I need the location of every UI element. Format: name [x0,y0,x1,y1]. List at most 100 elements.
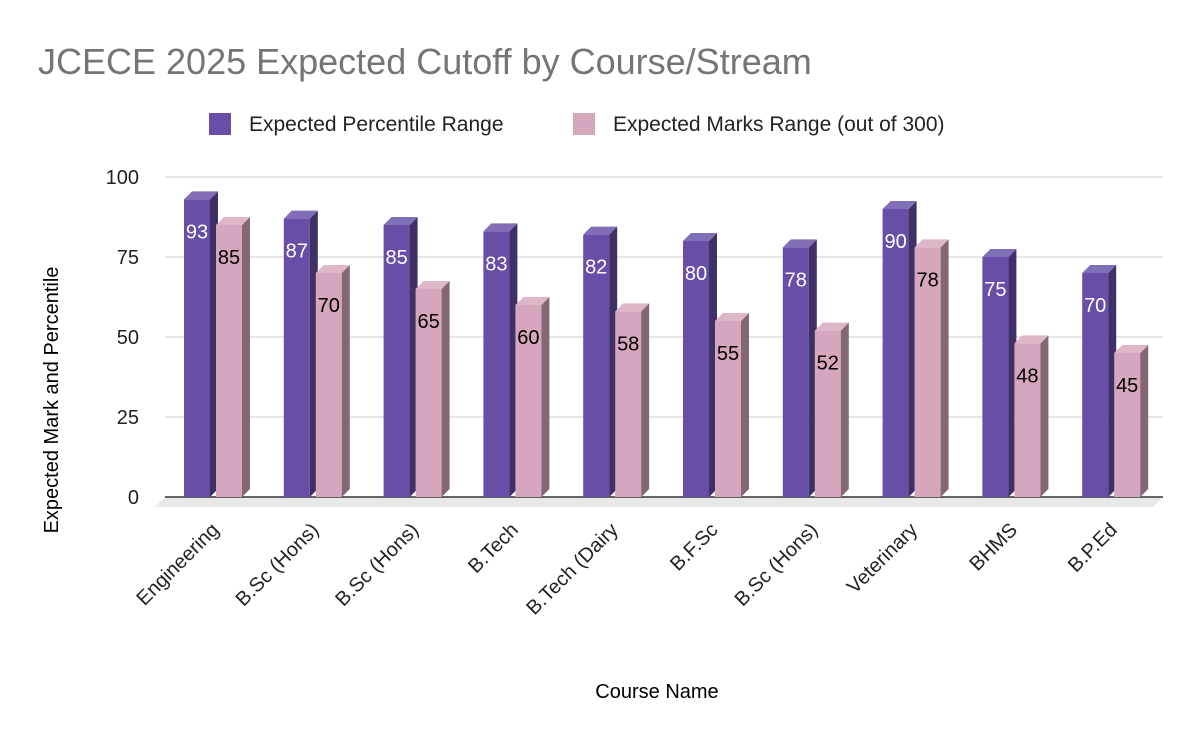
bar [715,313,749,497]
x-tick-label: B.P.Ed [1064,519,1122,577]
bar-top [1082,265,1117,273]
bar [1014,335,1049,497]
data-label: 85 [385,247,407,269]
bar-top [882,201,917,209]
bar-front [683,241,709,497]
bar-side [641,303,650,497]
bar-top [814,322,849,331]
bar-top [515,297,550,305]
y-tick-label: 0 [128,487,139,509]
bar-front [1082,273,1109,497]
bar-top [615,303,650,312]
x-tick-label: B.Tech [464,519,523,578]
data-label: 83 [485,253,507,275]
plot-floor [155,497,1163,507]
bar-top [184,191,218,200]
bar-front [216,225,242,497]
y-axis-label: Expected Mark and Percentile [41,267,63,534]
data-label: 52 [817,353,839,375]
bar-side [242,217,250,497]
bar-front [615,311,642,497]
bar-side [741,313,749,497]
data-label: 90 [884,231,906,253]
data-label: 80 [685,263,707,285]
bar-top [315,265,350,273]
bar [415,281,450,497]
bar [515,297,550,497]
x-axis-ticks: Engineering B.Sc (Hons) B.Sc (Hons) B.Tech B… [132,519,1121,619]
y-tick-label: 75 [117,247,139,269]
bar [814,322,849,497]
bar-top [982,249,1017,257]
data-label: 85 [218,247,240,269]
data-label: 58 [617,333,639,355]
bar-top [415,281,450,289]
x-tick-label: Veterinary [843,519,922,598]
data-labels: 93 85 87 70 85 65 83 60 82 58 80 55 78 52 90 78 75 48 70 45 [186,221,1138,397]
bar-side [1140,345,1149,497]
bar [315,265,350,497]
bar-side [341,265,350,497]
bar-top [216,217,250,225]
y-tick-label: 100 [106,167,139,189]
data-label: 48 [1016,365,1038,387]
bar-front [715,321,741,497]
legend-label-marks: Expected Marks Range (out of 300) [613,113,945,136]
bar-front [415,289,442,497]
data-label: 70 [318,295,340,317]
data-label: 78 [785,269,807,291]
x-tick-label: Engineering [132,519,223,610]
bars [184,191,1149,497]
bar-top [914,239,949,248]
bar-top [1114,345,1149,353]
data-label: 93 [186,221,208,243]
bar-side [940,239,949,497]
data-label: 45 [1116,375,1138,397]
bar-top [283,210,318,219]
bar-front [383,225,410,497]
bar-front [483,231,510,497]
bar [615,303,650,497]
x-tick-label: BHMS [966,519,1022,575]
data-label: 70 [1084,295,1106,317]
data-label: 60 [517,327,539,349]
y-tick-label: 50 [117,327,139,349]
bar [914,239,949,497]
bar-front [814,330,841,497]
bar-top [1014,335,1049,344]
bar-front [914,247,941,497]
floor-plane [155,497,1163,507]
bar [1114,345,1149,497]
legend-label-percentile: Expected Percentile Range [249,113,504,136]
bar-front [184,199,210,497]
data-label: 55 [717,343,739,365]
bar-front [583,234,610,497]
chart-title: JCECE 2025 Expected Cutoff by Course/Str… [38,41,812,82]
bar [216,217,250,497]
bar-side [840,322,849,497]
bar [683,233,717,497]
bar-side [1040,335,1049,497]
x-tick-label: B.Tech (Dairy [522,519,622,619]
data-label: 87 [286,241,308,263]
x-tick-label: B.F.Sc [666,519,722,575]
bar-side [441,281,450,497]
data-label: 75 [984,279,1006,301]
bar-top [383,217,418,225]
bar-front [782,247,809,497]
bar-front [515,305,542,497]
data-label: 82 [585,257,607,279]
x-axis-label: Course Name [595,681,718,703]
y-tick-label: 25 [117,407,139,429]
legend-swatch-percentile [209,113,231,135]
y-axis-ticks: 0 25 50 75 100 [106,167,139,509]
x-tick-label: B.Sc (Hons) [331,519,423,611]
data-label: 78 [916,269,938,291]
bar-front [1114,353,1141,497]
bar-top [683,233,717,241]
bar-top [715,313,749,321]
x-tick-label: B.Sc (Hons) [731,519,823,611]
bar-front [1014,343,1041,497]
bar-top [583,226,618,235]
